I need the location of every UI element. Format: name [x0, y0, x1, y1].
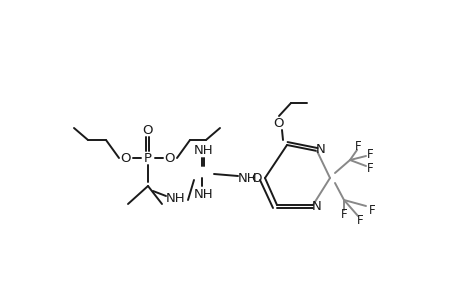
- Text: N: N: [315, 142, 325, 155]
- Text: F: F: [366, 148, 373, 160]
- Text: P: P: [144, 152, 151, 164]
- Text: O: O: [164, 152, 175, 164]
- Text: O: O: [142, 124, 153, 136]
- Text: O: O: [273, 116, 284, 130]
- Text: NH: NH: [238, 172, 257, 184]
- Text: NH: NH: [194, 143, 213, 157]
- Text: O: O: [251, 172, 262, 184]
- Text: F: F: [366, 161, 373, 175]
- Text: F: F: [356, 214, 363, 226]
- Text: NH: NH: [194, 188, 213, 200]
- Text: F: F: [340, 208, 347, 220]
- Text: F: F: [368, 203, 375, 217]
- Text: NH: NH: [166, 191, 185, 205]
- Text: N: N: [312, 200, 321, 214]
- Text: F: F: [354, 140, 360, 152]
- Text: O: O: [120, 152, 131, 164]
